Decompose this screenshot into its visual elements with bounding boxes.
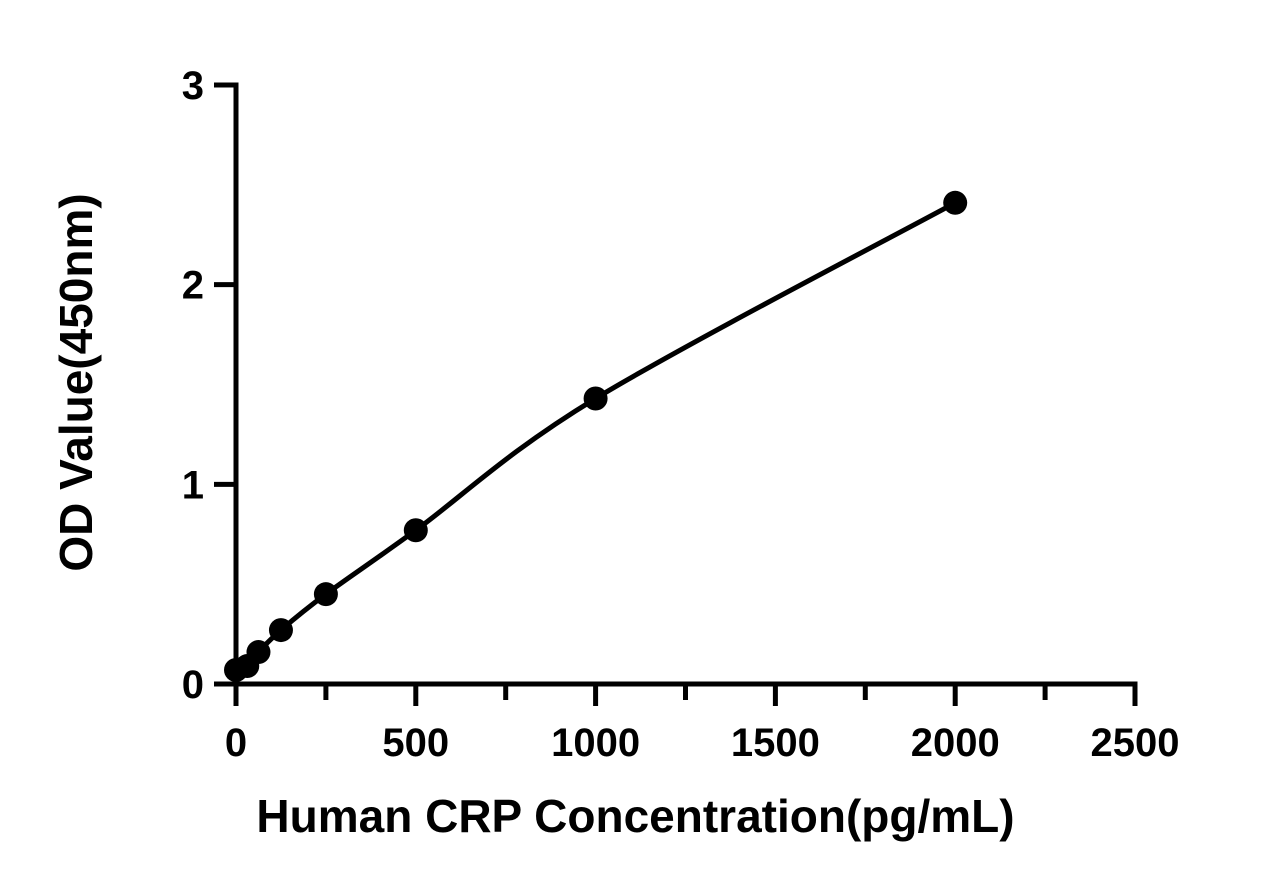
x-tick-label: 1500: [731, 721, 820, 765]
y-tick-label: 1: [182, 463, 204, 507]
x-tick-label: 0: [225, 721, 247, 765]
x-tick-label: 1000: [551, 721, 640, 765]
axes: [233, 82, 1138, 687]
data-point: [313, 582, 338, 607]
x-tick-label: 500: [382, 721, 449, 765]
y-tick-label: 3: [182, 64, 204, 108]
x-tick-label: 2000: [911, 721, 1000, 765]
data-point: [403, 518, 428, 543]
ticks: 0 1 2 3 0 500 1000 1500 2000 2500: [182, 64, 1180, 765]
data-point: [583, 386, 608, 411]
data-point: [268, 618, 293, 643]
data-point: [246, 640, 271, 665]
y-axis-title: OD Value(450nm): [50, 193, 102, 571]
data-points: [224, 190, 968, 683]
y-tick-label: 0: [182, 663, 204, 707]
data-point: [943, 190, 968, 215]
x-tick-label: 2500: [1091, 721, 1180, 765]
x-axis-title: Human CRP Concentration(pg/mL): [256, 790, 1014, 842]
y-tick-label: 2: [182, 264, 204, 308]
fit-curve: [235, 200, 957, 673]
